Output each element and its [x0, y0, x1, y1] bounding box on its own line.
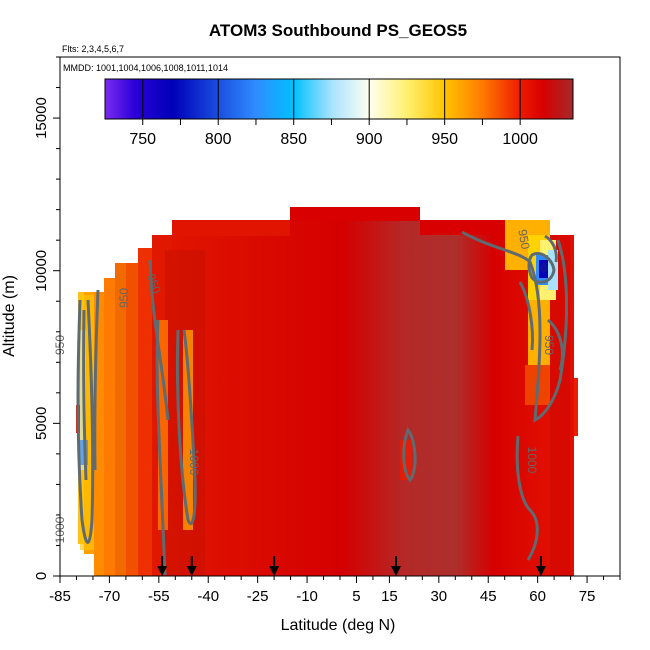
colorbar-tick-label: 800 [205, 131, 232, 148]
flights-note: Flts: 2,3,4,5,6,7 [62, 44, 124, 54]
flight-arrow [391, 556, 401, 576]
heatmap-block [290, 207, 420, 221]
heatmap-block [570, 235, 574, 576]
contour-line [518, 281, 564, 371]
contour-label: 1000 [187, 449, 201, 476]
flight-arrow [157, 556, 168, 576]
heatmap-block [158, 320, 168, 530]
y-axis-label: Altitude (m) [1, 275, 18, 357]
y-tick-label: 5000 [33, 407, 50, 440]
colorbar-tick-label: 850 [280, 131, 307, 148]
heatmap-field [76, 207, 578, 576]
contour-fill-low [540, 263, 548, 273]
contour-line [76, 299, 95, 544]
y-tick-label: 15000 [33, 97, 50, 139]
contour-label: 950 [515, 228, 532, 250]
contour-line [82, 309, 88, 481]
x-tick-label: 45 [480, 588, 497, 605]
colorbar-tick-label: 950 [431, 131, 458, 148]
colorbar-tick-label: 750 [129, 131, 156, 148]
flight-arrow [535, 556, 546, 576]
colorbar-tick-label: 900 [356, 131, 383, 148]
x-tick-label: -55 [148, 588, 170, 605]
flight-arrows [157, 556, 546, 576]
heatmap-block [138, 248, 152, 576]
contour-label: 1000 [525, 447, 539, 474]
contour-line [461, 230, 569, 423]
contour-minimum [540, 263, 548, 273]
y-tick-label: 10000 [33, 250, 50, 292]
contour-label: 950 [144, 272, 164, 296]
contour-line [148, 259, 170, 421]
x-axis: -85 -70 -55 -40 -25 -10 5 15 30 45 60 75 [49, 576, 621, 605]
contour-line [402, 427, 417, 483]
x-tick-label: 30 [430, 588, 447, 605]
chart-title: ATOM3 Southbound PS_GEOS5 [209, 21, 467, 40]
colorbar-ticks: 750 800 850 900 950 1000 [129, 79, 538, 148]
flight-arrow [269, 556, 280, 576]
contour-line [515, 435, 539, 561]
heatmap-block [183, 330, 193, 530]
x-tick-label: 60 [529, 588, 546, 605]
contour-line [527, 252, 556, 284]
heatmap-block [173, 220, 290, 236]
contour-lines [76, 230, 569, 576]
heatmap-block [104, 278, 115, 576]
contour-line [544, 234, 558, 263]
y-tick-label: 0 [33, 572, 50, 580]
heatmap-block [94, 292, 104, 576]
x-tick-label: -85 [49, 588, 71, 605]
y-axis: 0 5000 10000 15000 [33, 56, 60, 580]
x-tick-label: -70 [99, 588, 121, 605]
contour-label: 950 [542, 335, 556, 355]
x-tick-label: -25 [247, 588, 269, 605]
contour-line [176, 329, 197, 526]
heatmap-block [126, 263, 138, 576]
dates-note: MMDD: 1001,1004,1006,1008,1011,1014 [63, 63, 228, 73]
x-tick-label: -10 [296, 588, 318, 605]
x-tick-label: 75 [579, 588, 596, 605]
x-tick-label: 5 [352, 588, 360, 605]
flight-arrow [186, 556, 197, 576]
contour-line [93, 289, 100, 471]
colorbar-tick-label: 1000 [502, 131, 538, 148]
x-axis-label: Latitude (deg N) [281, 617, 396, 634]
x-tick-label: -40 [197, 588, 219, 605]
colorbar-strip [104, 78, 574, 120]
heatmap-block [115, 263, 126, 576]
heatmap-core-field [172, 220, 550, 576]
colorbar: 750 800 850 900 950 1000 [104, 78, 574, 148]
x-tick-label: 15 [381, 588, 398, 605]
contour-label: 950 [117, 288, 131, 308]
heatmap-block [574, 378, 578, 436]
